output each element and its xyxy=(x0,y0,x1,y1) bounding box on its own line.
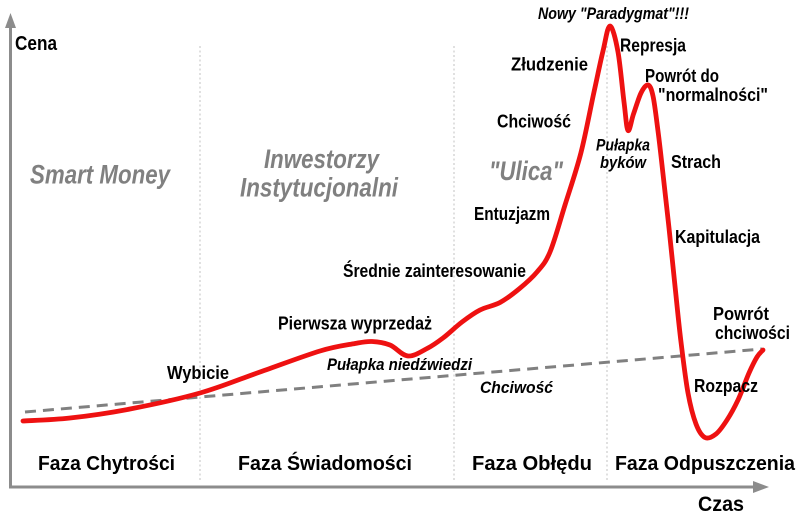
svg-text:Faza Świadomości: Faza Świadomości xyxy=(238,451,412,475)
svg-text:Średnie zainteresowanie: Średnie zainteresowanie xyxy=(343,260,526,281)
svg-text:Cena: Cena xyxy=(15,33,58,55)
svg-text:Pułapka: Pułapka xyxy=(596,137,650,155)
svg-text:Inwestorzy: Inwestorzy xyxy=(264,144,381,174)
svg-text:Chciwość: Chciwość xyxy=(480,379,554,397)
svg-text:Pierwsza wyprzedaż: Pierwsza wyprzedaż xyxy=(278,314,432,334)
svg-text:Pułapka niedźwiedzi: Pułapka niedźwiedzi xyxy=(327,356,472,374)
svg-text:Wybicie: Wybicie xyxy=(167,363,229,383)
svg-text:Strach: Strach xyxy=(671,152,721,172)
svg-text:Rozpacz: Rozpacz xyxy=(694,376,758,396)
svg-text:Złudzenie: Złudzenie xyxy=(511,55,588,75)
svg-text:Chciwość: Chciwość xyxy=(497,112,571,132)
svg-text:Czas: Czas xyxy=(698,493,744,516)
svg-text:"Ulica": "Ulica" xyxy=(489,156,564,186)
svg-text:Instytucjonalni: Instytucjonalni xyxy=(240,173,398,203)
svg-text:chciwości: chciwości xyxy=(715,323,790,343)
svg-text:byków: byków xyxy=(600,154,647,172)
svg-text:Faza Odpuszczenia: Faza Odpuszczenia xyxy=(615,453,796,475)
svg-text:"normalności": "normalności" xyxy=(658,85,768,105)
svg-text:Powrót: Powrót xyxy=(713,304,769,324)
svg-text:Nowy "Paradygmat"!!!: Nowy "Paradygmat"!!! xyxy=(538,5,689,23)
svg-text:Smart Money: Smart Money xyxy=(30,160,172,190)
svg-text:Powrót do: Powrót do xyxy=(645,66,719,86)
svg-text:Kapitulacja: Kapitulacja xyxy=(675,227,761,247)
svg-text:Faza Chytrości: Faza Chytrości xyxy=(38,453,175,475)
svg-text:Entuzjazm: Entuzjazm xyxy=(474,204,550,224)
svg-text:Faza Obłędu: Faza Obłędu xyxy=(472,453,592,475)
svg-text:Represja: Represja xyxy=(620,36,687,56)
